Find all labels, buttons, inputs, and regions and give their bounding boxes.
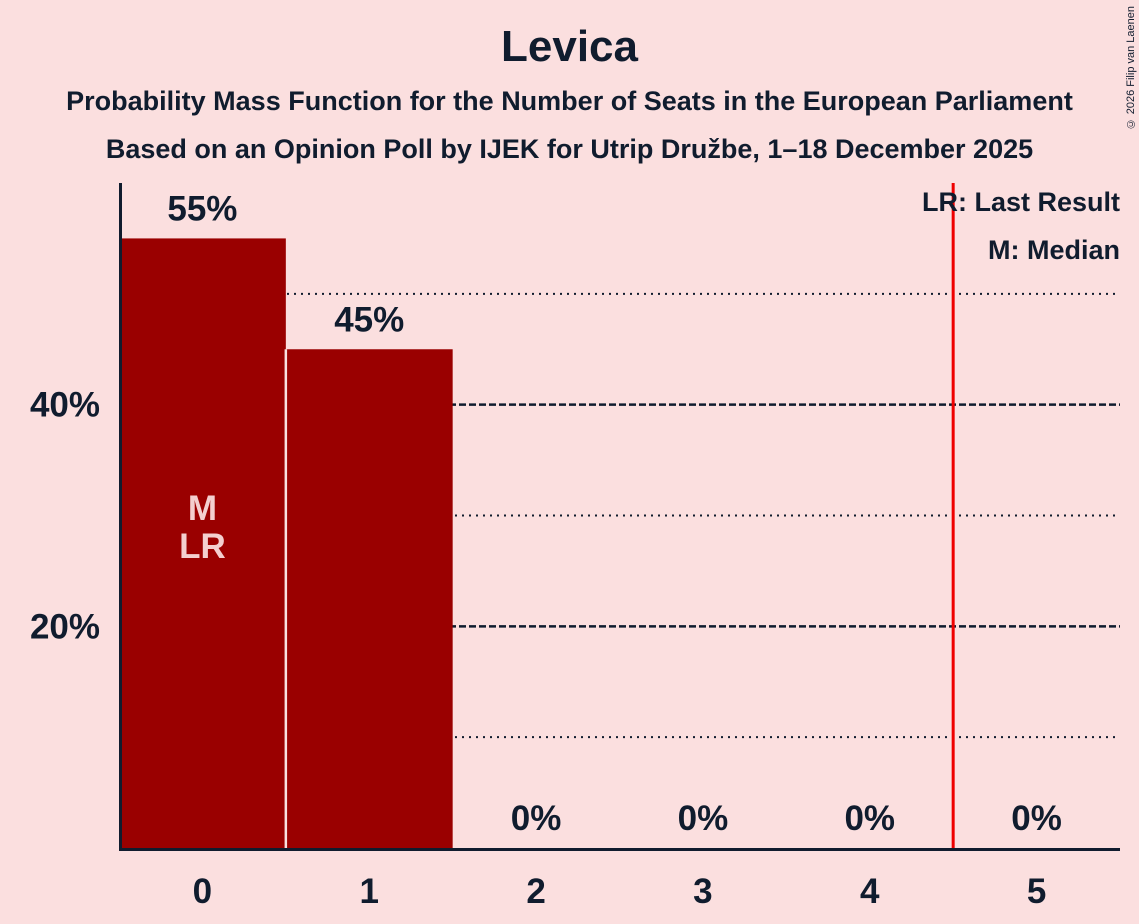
- x-tick-1: 1: [360, 872, 379, 911]
- bar-annotation-lr: LR: [179, 527, 226, 566]
- chart-legend: LR: Last Result M: Median: [922, 178, 1120, 274]
- chart-subtitle-line2: Based on an Opinion Poll by IJEK for Utr…: [105, 134, 1034, 164]
- bar-value-label-3: 0%: [678, 799, 729, 838]
- y-tick-20%: 20%: [30, 607, 100, 646]
- bar-value-label-4: 0%: [844, 799, 895, 838]
- bar-value-label-5: 0%: [1011, 799, 1062, 838]
- x-tick-5: 5: [1027, 872, 1046, 911]
- bar-annotation-m: M: [188, 489, 217, 528]
- chart-subtitle-line1: Probability Mass Function for the Number…: [66, 86, 1073, 116]
- x-tick-0: 0: [193, 872, 212, 911]
- bar-value-label-1: 45%: [334, 300, 404, 339]
- copyright-notice: © 2026 Filip van Laenen: [1125, 6, 1137, 130]
- x-tick-2: 2: [526, 872, 545, 911]
- bar-seats-0: [119, 238, 286, 848]
- x-tick-3: 3: [693, 872, 712, 911]
- bar-seats-1: [285, 349, 453, 848]
- y-tick-40%: 40%: [30, 386, 100, 425]
- legend-last-result: LR: Last Result: [921, 187, 1120, 217]
- chart-title: Levica: [501, 22, 638, 71]
- legend-median: M: Median: [988, 235, 1120, 265]
- bar-value-label-0: 55%: [167, 189, 237, 228]
- x-tick-4: 4: [860, 872, 880, 911]
- bar-value-label-2: 0%: [511, 799, 562, 838]
